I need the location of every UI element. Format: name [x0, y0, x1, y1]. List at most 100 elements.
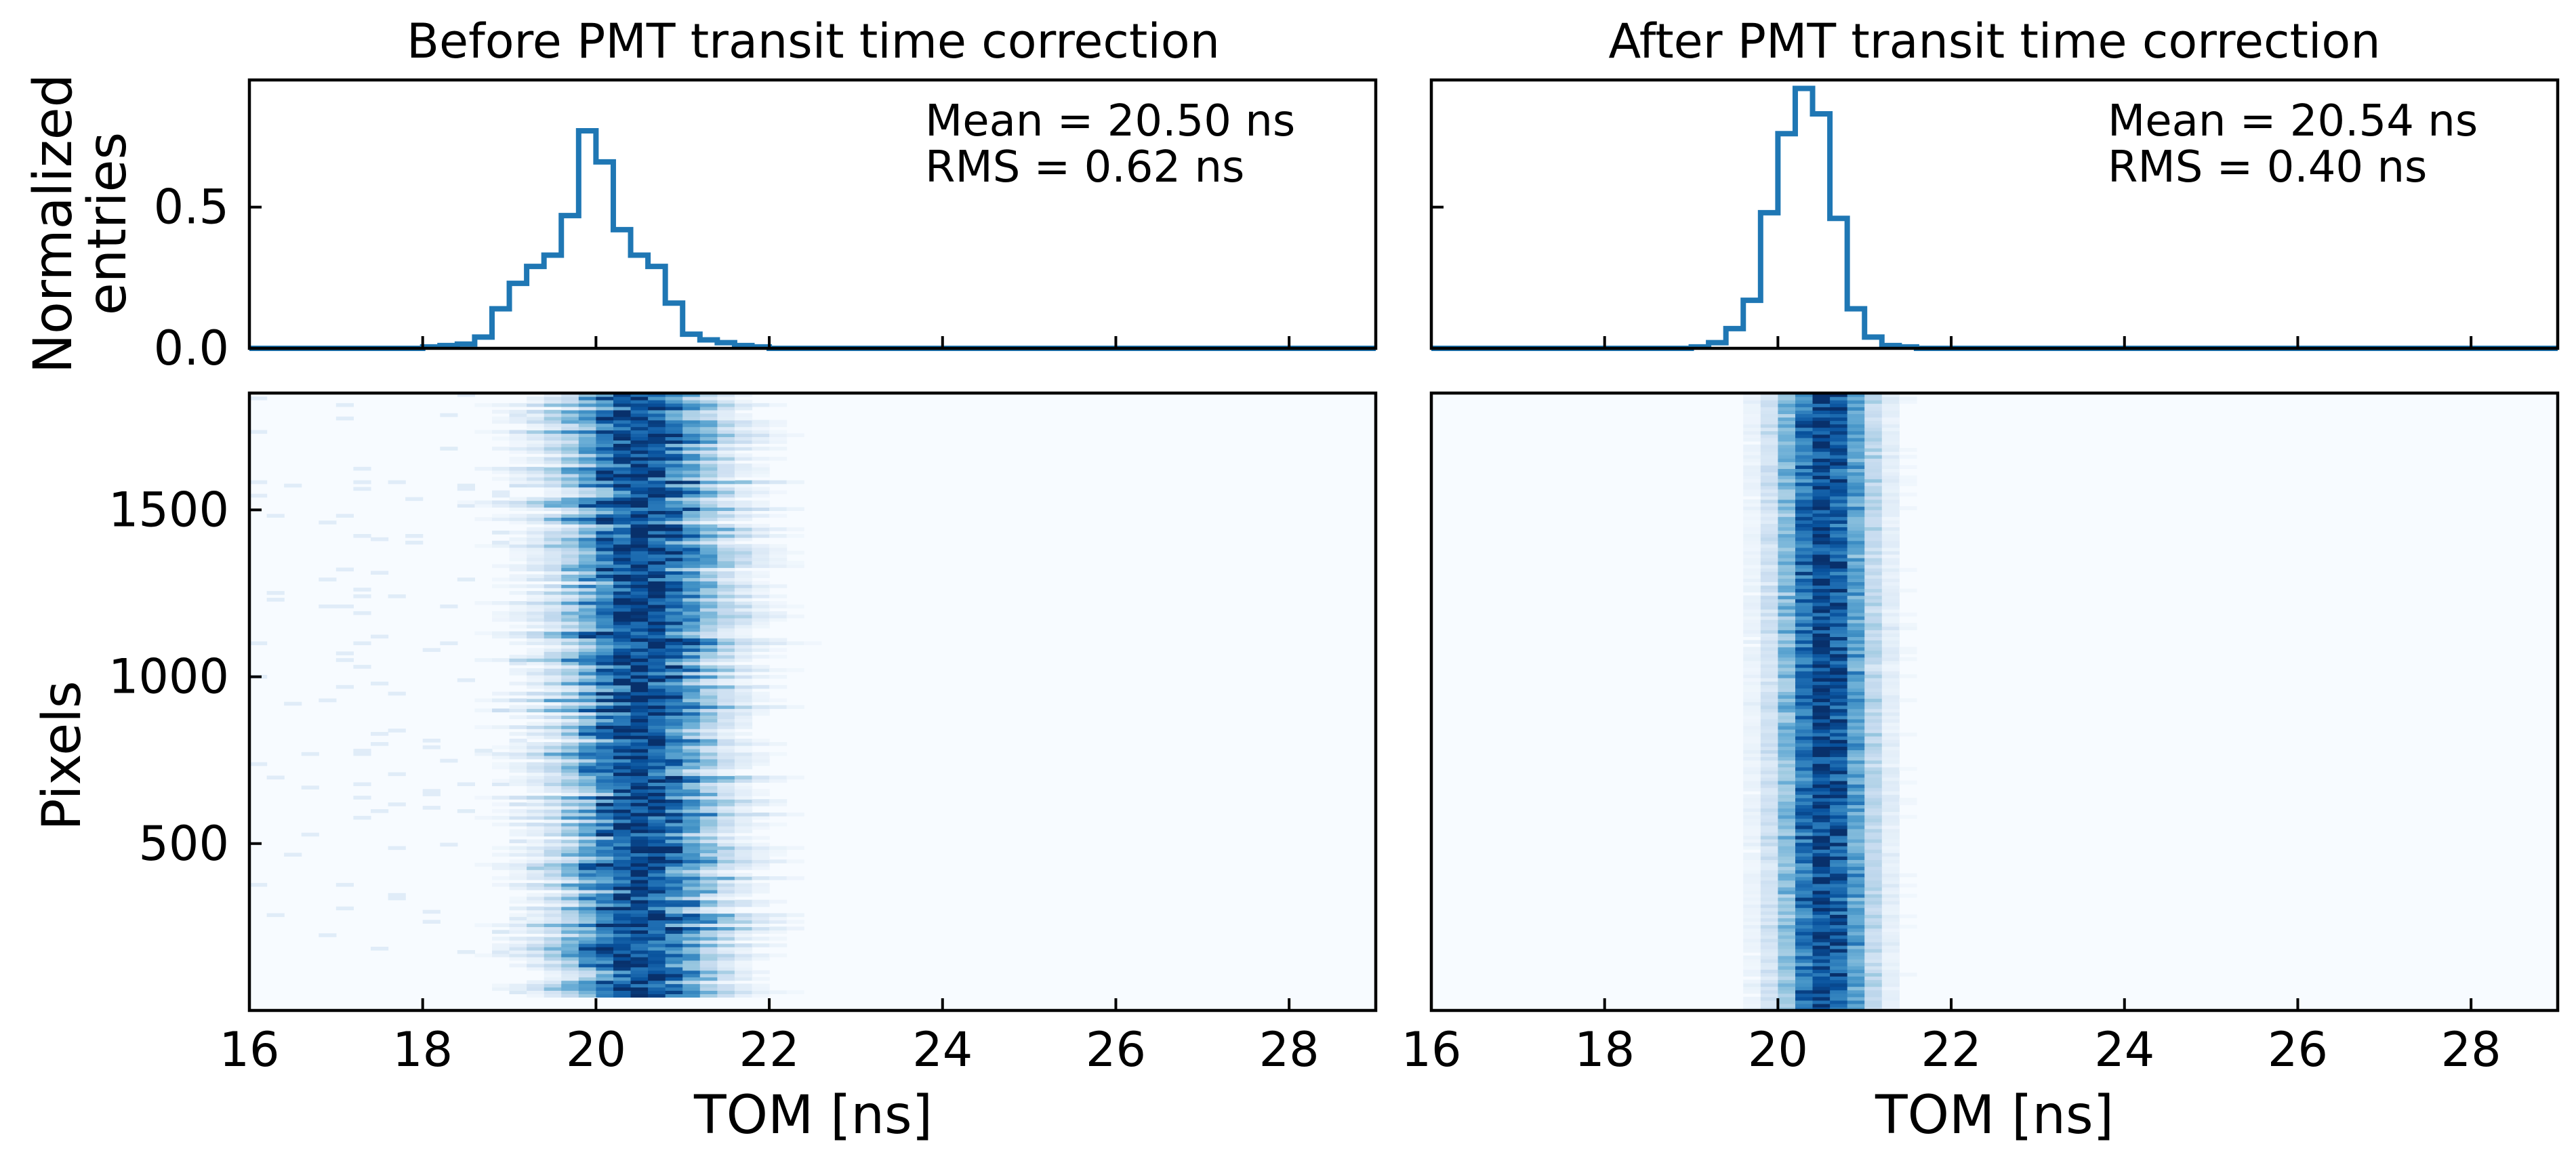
- heatmap-right-cell: [1899, 647, 1917, 651]
- heatmap-left-cell: [509, 416, 527, 421]
- heatmap-left-cell: [544, 493, 562, 498]
- heatmap-left-cell: [717, 483, 735, 488]
- heatmap-left-cell: [665, 839, 683, 844]
- heatmap-right-cell: [1760, 424, 1778, 428]
- heatmap-left-cell: [752, 584, 770, 588]
- heatmap-left-cell: [752, 903, 770, 907]
- heatmap-right-cell: [1760, 972, 1778, 977]
- heatmap-right-cell: [1795, 859, 1814, 863]
- heatmap-right-cell: [1864, 914, 1883, 918]
- heatmap-left-cell: [544, 396, 562, 401]
- heatmap-left-cell: [630, 739, 649, 743]
- heatmap-left-cell: [509, 624, 527, 629]
- heatmap-left-cell: [578, 527, 596, 531]
- heatmap-left-cell: [596, 923, 614, 927]
- heatmap-left-cell: [699, 772, 718, 777]
- heatmap-right-cell: [1743, 722, 1761, 726]
- heatmap-left-cell: [699, 450, 718, 454]
- heatmap-left-cell: [665, 725, 683, 729]
- heatmap-left-cell: [544, 634, 562, 639]
- heatmap-left-cell: [699, 443, 718, 447]
- heatmap-left-cell: [717, 863, 735, 867]
- heatmap-left-cell: [717, 628, 735, 632]
- heatmap-left-cell: [578, 722, 596, 726]
- heatmap-left-cell: [440, 413, 458, 417]
- heatmap-right-cell: [1795, 475, 1814, 480]
- heatmap-left-cell: [786, 813, 804, 817]
- heatmap-left-cell: [492, 416, 510, 421]
- heatmap-right-cell: [1778, 853, 1796, 857]
- heatmap-left-cell: [630, 487, 649, 491]
- heatmap-left-cell: [578, 785, 596, 790]
- heatmap-left-cell: [544, 426, 562, 431]
- heatmap-left-cell: [613, 940, 632, 944]
- heatmap-left-cell: [665, 933, 683, 937]
- heatmap-left-cell: [578, 802, 596, 806]
- heatmap-right-cell: [1881, 938, 1900, 943]
- heatmap-right-cell: [1743, 482, 1761, 487]
- heatmap-left-cell: [613, 560, 632, 565]
- heatmap-left-cell: [648, 926, 666, 930]
- heatmap-left-cell: [578, 644, 596, 649]
- heatmap-right-cell: [1830, 842, 1848, 846]
- heatmap-left-cell: [544, 849, 562, 853]
- heatmap-left-cell: [734, 785, 753, 790]
- heatmap-left-cell: [613, 547, 632, 552]
- heatmap-left-cell: [717, 698, 735, 703]
- heatmap-right-cell: [1830, 441, 1848, 445]
- heatmap-right-cell: [1743, 462, 1761, 466]
- heatmap-right-cell: [1847, 811, 1865, 816]
- heatmap-right-cell: [1812, 448, 1831, 452]
- heatmap-right-cell: [1778, 684, 1796, 689]
- heatmap-left-cell: [492, 866, 510, 870]
- heatmap-right-cell: [1795, 766, 1814, 771]
- heatmap-left-cell: [734, 524, 753, 528]
- heatmap-left-cell: [596, 617, 614, 622]
- heatmap-right-cell: [1847, 756, 1865, 761]
- heatmap-left-cell: [596, 447, 614, 451]
- heatmap-left-cell: [630, 859, 649, 863]
- heatmap-right-cell: [1864, 784, 1883, 788]
- heatmap-left-cell: [561, 775, 579, 780]
- heatmap-right-cell: [1743, 400, 1761, 404]
- heatmap-left-cell: [665, 457, 683, 461]
- heatmap-left-cell: [665, 393, 683, 397]
- heatmap-right-cell: [1795, 835, 1814, 840]
- heatmap-right-cell: [1847, 688, 1865, 692]
- heatmap-left-cell: [699, 638, 718, 642]
- heatmap-right-cell: [1881, 705, 1900, 710]
- heatmap-left-cell: [578, 591, 596, 595]
- heatmap-right-cell: [1778, 410, 1796, 414]
- heatmap-left-cell: [509, 681, 527, 686]
- heatmap-left-cell: [544, 638, 562, 642]
- heatmap-right-cell: [1864, 640, 1883, 644]
- heatmap-right-cell: [1830, 554, 1848, 558]
- heatmap-right-cell: [1847, 403, 1865, 407]
- heatmap-right-cell: [1743, 794, 1761, 798]
- heatmap-left-cell: [596, 886, 614, 890]
- heatmap-left-cell: [596, 755, 614, 760]
- heatmap-right-cell: [1760, 448, 1778, 452]
- heatmap-right-cell: [1778, 630, 1796, 634]
- heatmap-left-cell: [682, 722, 701, 726]
- heatmap-left-cell: [630, 882, 649, 887]
- heatmap-left-cell: [596, 953, 614, 958]
- heatmap-left-cell: [561, 638, 579, 642]
- heatmap-right-cell: [1847, 657, 1865, 661]
- heatmap-right-cell: [1899, 568, 1917, 572]
- heatmap-left-cell: [717, 584, 735, 588]
- heatmap-left-cell: [613, 681, 632, 686]
- heatmap-right-cell: [1778, 787, 1796, 792]
- heatmap-left-cell: [699, 809, 718, 813]
- heatmap-left-cell: [613, 829, 632, 834]
- heatmap-left-cell: [561, 920, 579, 924]
- heatmap-left-cell: [613, 886, 632, 890]
- heatmap-right-cell: [1847, 904, 1865, 908]
- heatmap-left-cell: [578, 651, 596, 655]
- heatmap-right-cell: [1760, 773, 1778, 778]
- heatmap-right-cell: [1795, 746, 1814, 750]
- heatmap-left-cell: [561, 668, 579, 672]
- heatmap-left-cell: [561, 426, 579, 431]
- heatmap-left-cell: [717, 547, 735, 552]
- heatmap-right-cell: [1830, 901, 1848, 905]
